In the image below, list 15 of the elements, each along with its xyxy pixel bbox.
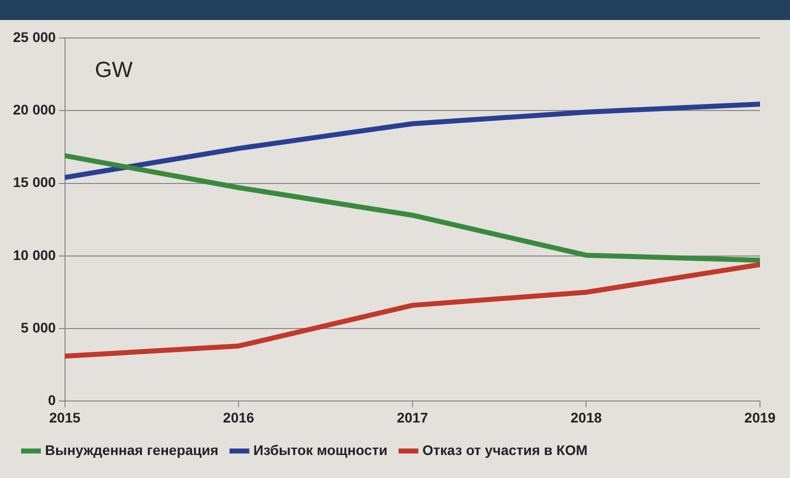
y-tick-label: 25 000 [12, 28, 56, 45]
x-tick-label: 2015 [49, 409, 81, 426]
x-tick-label: 2016 [223, 409, 254, 426]
x-tick-label: 2019 [744, 409, 776, 426]
y-tick-label: 20 000 [12, 102, 56, 118]
x-tick-label: 2018 [570, 409, 602, 426]
legend-label: Избыток мощности [253, 442, 388, 458]
x-tick-label: 2017 [396, 409, 428, 426]
annotation: GW [94, 57, 133, 82]
legend-label: Вынужденная генерация [45, 442, 218, 458]
y-tick-label: 10 000 [12, 246, 56, 263]
legend-label: Отказ от участия в КОМ [422, 442, 588, 458]
y-tick-label: 15 000 [12, 174, 56, 190]
y-tick-label: 5 000 [20, 319, 56, 336]
y-tick-label: 0 [48, 392, 56, 408]
